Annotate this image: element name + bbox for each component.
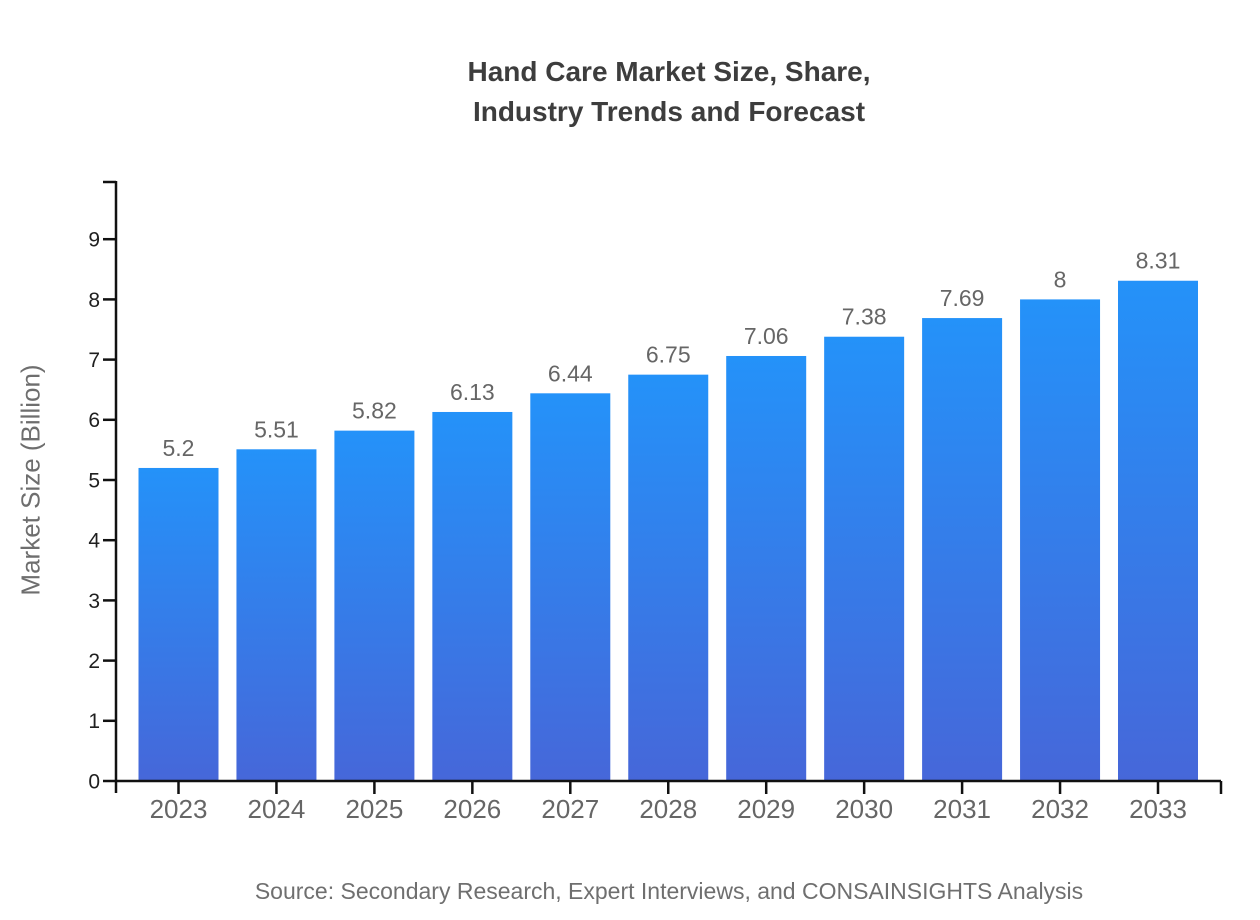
y-tick-label-0: 0 (88, 770, 100, 793)
y-tick-label-9: 9 (88, 229, 100, 252)
bar-2032 (1020, 299, 1101, 781)
bar-2024 (236, 449, 317, 781)
bar-2031 (922, 318, 1003, 781)
bar-2029 (726, 355, 807, 781)
bar-2027 (530, 393, 611, 781)
y-tick-label-4: 4 (88, 530, 100, 553)
x-tick-label-2032: 2032 (1031, 794, 1089, 824)
x-tick-label-2031: 2031 (933, 794, 991, 824)
bar-value-label-2032: 8 (1054, 266, 1067, 292)
x-tick-label-2033: 2033 (1129, 794, 1187, 824)
x-tick-label-2023: 2023 (150, 794, 208, 824)
x-tick-label-2029: 2029 (737, 794, 795, 824)
bar-2030 (824, 336, 905, 781)
bar-2026 (432, 411, 513, 781)
labels-layer: 0 1 2 3 4 5 6 7 8 9 5.2 2023 5.51 2024 5.82 2025 6.13 202… (88, 229, 1187, 824)
bar-value-label-2033: 8.31 (1136, 248, 1181, 274)
bar-2023 (138, 467, 219, 781)
bar-value-label-2023: 5.2 (163, 435, 195, 461)
chart-title-line-1: Hand Care Market Size, Share, (467, 56, 871, 87)
bar-value-label-2027: 6.44 (548, 360, 593, 386)
bar-2033 (1118, 280, 1198, 781)
x-tick-label-2026: 2026 (443, 794, 501, 824)
bar-2028 (628, 374, 709, 781)
x-tick-label-2028: 2028 (639, 794, 697, 824)
chart-title: Hand Care Market Size, Share, Industry T… (116, 52, 1222, 132)
chart-title-line-2: Industry Trends and Forecast (472, 96, 866, 127)
bar-2025 (334, 430, 415, 781)
bar-value-label-2024: 5.51 (254, 416, 299, 442)
y-tick-label-6: 6 (88, 409, 100, 432)
source-note: Source: Secondary Research, Expert Inter… (254, 878, 1084, 904)
bar-value-label-2028: 6.75 (646, 342, 691, 368)
y-tick-label-5: 5 (88, 469, 100, 492)
x-tick-label-2024: 2024 (248, 794, 306, 824)
bars-layer (138, 280, 1198, 781)
y-tick-label-1: 1 (88, 710, 100, 733)
y-tick-label-7: 7 (88, 349, 100, 372)
bar-value-label-2029: 7.06 (744, 323, 789, 349)
x-tick-label-2027: 2027 (541, 794, 599, 824)
bar-value-label-2025: 5.82 (352, 398, 397, 424)
y-tick-label-2: 2 (88, 650, 100, 673)
bar-value-label-2030: 7.38 (842, 304, 887, 330)
bar-value-label-2031: 7.69 (940, 285, 985, 311)
y-tick-label-3: 3 (88, 590, 100, 613)
bar-value-label-2026: 6.13 (450, 379, 495, 405)
x-tick-label-2030: 2030 (835, 794, 893, 824)
x-tick-label-2025: 2025 (345, 794, 403, 824)
y-tick-label-8: 8 (88, 289, 100, 312)
axes-layer (103, 180, 1223, 794)
